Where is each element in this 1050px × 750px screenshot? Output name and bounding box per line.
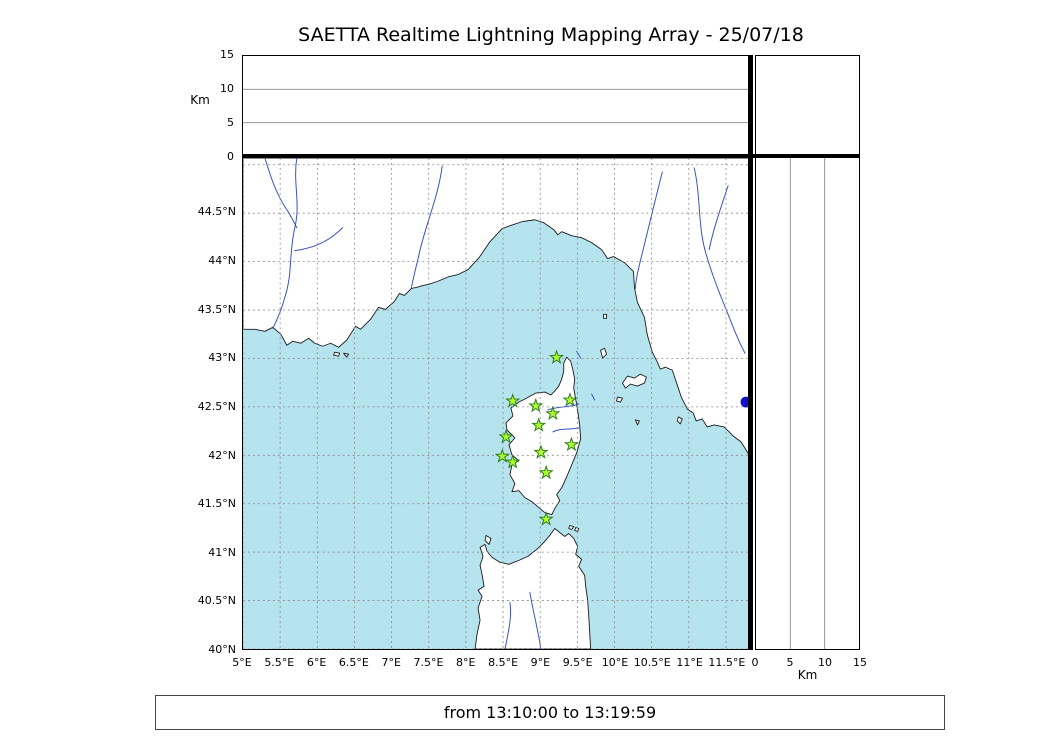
lma-station-marker bbox=[563, 436, 580, 452]
capraia-island bbox=[600, 347, 608, 359]
lon-tick-label: 11°E bbox=[676, 656, 703, 669]
rhone-branch-river bbox=[264, 158, 298, 229]
km-tick-label: 0 bbox=[751, 656, 759, 669]
lat-tick-label: 40°N bbox=[208, 643, 236, 656]
altitude-longitude-panel bbox=[242, 55, 750, 157]
rhone-river bbox=[272, 158, 298, 329]
plan-view-map bbox=[243, 158, 749, 649]
map-panel bbox=[242, 157, 750, 650]
lon-tick-label: 10.5°E bbox=[633, 656, 671, 669]
lma-station-marker bbox=[505, 393, 521, 408]
lon-tick-label: 9.5°E bbox=[562, 656, 593, 669]
lon-tick-label: 10°E bbox=[601, 656, 629, 669]
panel-divider-horizontal bbox=[242, 154, 860, 158]
panel-divider-vertical bbox=[748, 55, 753, 650]
lat-tick-label: 40.5°N bbox=[197, 594, 236, 608]
lon-tick-label: 5°E bbox=[232, 656, 252, 669]
altitude-tick-label: 5 bbox=[227, 116, 234, 129]
altitude-longitude-plot bbox=[243, 88, 749, 124]
giglio-island bbox=[676, 416, 683, 425]
lon-tick-label: 7°E bbox=[381, 656, 401, 669]
altitude-tick-label: 15 bbox=[220, 48, 234, 61]
right-axis-unit-label: Km bbox=[797, 668, 818, 682]
km-tick-label: 15 bbox=[853, 656, 867, 669]
sardinia-island bbox=[474, 528, 592, 649]
lat-tick-label: 42.5°N bbox=[197, 399, 236, 413]
islet-mark-2 bbox=[591, 393, 596, 401]
lat-tick-label: 44°N bbox=[208, 254, 236, 268]
lon-tick-label: 9°E bbox=[530, 656, 551, 669]
altitude-tick-label: 0 bbox=[227, 150, 234, 163]
tiber-branch-river bbox=[708, 185, 729, 251]
station-marker-layer bbox=[494, 349, 749, 526]
lat-tick-label: 42°N bbox=[208, 448, 236, 462]
altitude-latitude-plot bbox=[789, 158, 826, 649]
lma-station-marker bbox=[562, 392, 578, 407]
lma-station-marker bbox=[494, 448, 510, 463]
lon-tick-label: 7.5°E bbox=[413, 656, 444, 669]
pianosa-island bbox=[616, 396, 623, 403]
lma-station-marker bbox=[545, 405, 561, 421]
var-river bbox=[410, 165, 443, 288]
lon-tick-label: 6°E bbox=[306, 656, 327, 669]
hyeres-islets bbox=[333, 351, 350, 358]
lma-station-marker bbox=[498, 428, 514, 444]
sardinia-river-1 bbox=[529, 591, 542, 649]
lon-tick-label: 11.5°E bbox=[708, 656, 746, 669]
lat-tick-label: 41°N bbox=[208, 545, 236, 559]
lma-station-marker bbox=[538, 464, 554, 480]
lightning-source-marker bbox=[740, 396, 749, 408]
km-tick-label: 5 bbox=[786, 656, 794, 669]
lon-tick-label: 5.5°E bbox=[264, 656, 295, 669]
lma-station-marker bbox=[533, 444, 549, 459]
elba-island bbox=[622, 373, 647, 389]
arno-river bbox=[634, 171, 663, 289]
altitude-axis-unit-label: Km bbox=[190, 93, 210, 107]
land-layer bbox=[243, 158, 749, 649]
asinara-island bbox=[484, 535, 492, 545]
lma-station-marker bbox=[528, 397, 544, 413]
corsica-island bbox=[505, 356, 582, 515]
tiber-river bbox=[693, 167, 746, 354]
lon-tick-label: 6.5°E bbox=[338, 656, 369, 669]
lma-station-marker bbox=[548, 349, 565, 364]
lma-station-marker bbox=[538, 511, 554, 526]
gorgona-island bbox=[603, 313, 608, 319]
time-range-text: from 13:10:00 to 13:19:59 bbox=[443, 703, 657, 722]
lat-tick-label: 41.5°N bbox=[197, 497, 236, 511]
altitude-tick-label: 10 bbox=[220, 82, 234, 95]
river-layer bbox=[264, 158, 746, 649]
time-range-box: from 13:10:00 to 13:19:59 bbox=[155, 695, 945, 730]
mainland-coast bbox=[243, 158, 749, 456]
km-tick-label: 10 bbox=[818, 656, 832, 669]
lat-tick-label: 43°N bbox=[208, 351, 236, 365]
lma-station-marker bbox=[505, 454, 521, 469]
montecristo-island bbox=[635, 419, 640, 426]
lat-tick-label: 43.5°N bbox=[197, 302, 236, 316]
page-title: SAETTA Realtime Lightning Mapping Array … bbox=[298, 24, 804, 46]
lon-tick-label: 8°E bbox=[456, 656, 476, 669]
lat-tick-label: 44.5°N bbox=[197, 205, 236, 219]
lon-tick-label: 8.5°E bbox=[488, 656, 519, 669]
lma-station-marker bbox=[531, 417, 547, 432]
altitude-latitude-panel bbox=[755, 157, 860, 650]
altitude-histogram-panel bbox=[755, 55, 860, 157]
sardinia-river-2 bbox=[504, 601, 512, 649]
durance-river bbox=[294, 227, 344, 252]
